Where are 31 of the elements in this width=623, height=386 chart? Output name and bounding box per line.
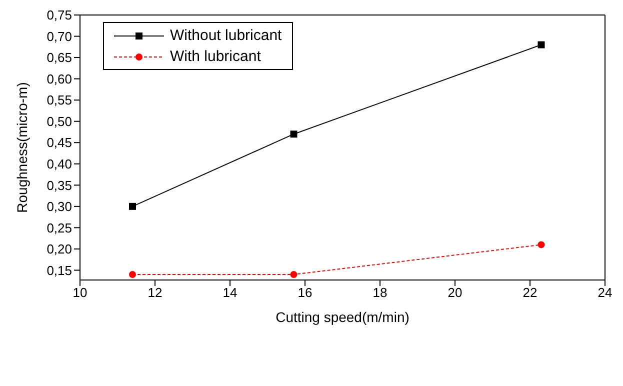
point (538, 41, 545, 48)
y-tick-label: 0,15 (46, 262, 72, 278)
point (290, 270, 298, 278)
point (129, 202, 136, 210)
y-tick-label: 0,75 (46, 8, 72, 23)
y-tick-label: 0,20 (46, 242, 72, 257)
x-tick-label: 20 (448, 285, 462, 300)
x-tick-label: 22 (522, 285, 538, 300)
x-tick-label: 24 (598, 285, 612, 300)
y-tick-label: 0,40 (46, 156, 72, 172)
y-tick-label: 0,70 (46, 28, 72, 44)
x-tick-label: 10 (72, 285, 88, 300)
point (538, 241, 545, 248)
y-tick-label: 0,55 (46, 92, 72, 108)
legend-label: With lubricant (170, 47, 261, 67)
y-axis-title: Roughness(micro-m) (14, 82, 30, 213)
legend-label: Without lubricant (170, 26, 282, 46)
y-tick-label: 0,45 (46, 135, 72, 150)
x-tick-label: 14 (222, 285, 238, 300)
x-axis-title: Cutting speed(m/min) (276, 309, 410, 325)
y-tick-label: 0,65 (46, 50, 72, 66)
y-tick-label: 0,35 (46, 178, 72, 193)
x-tick-label: 12 (148, 285, 162, 300)
y-tick-label: 0,50 (46, 114, 72, 129)
point (290, 130, 298, 138)
y-tick-label: 0,25 (46, 220, 72, 236)
x-tick-label: 16 (298, 285, 312, 300)
point (129, 270, 136, 278)
x-tick-label: 18 (372, 285, 388, 300)
y-tick-label: 0,30 (46, 199, 72, 214)
y-tick-label: 0,60 (46, 71, 72, 86)
